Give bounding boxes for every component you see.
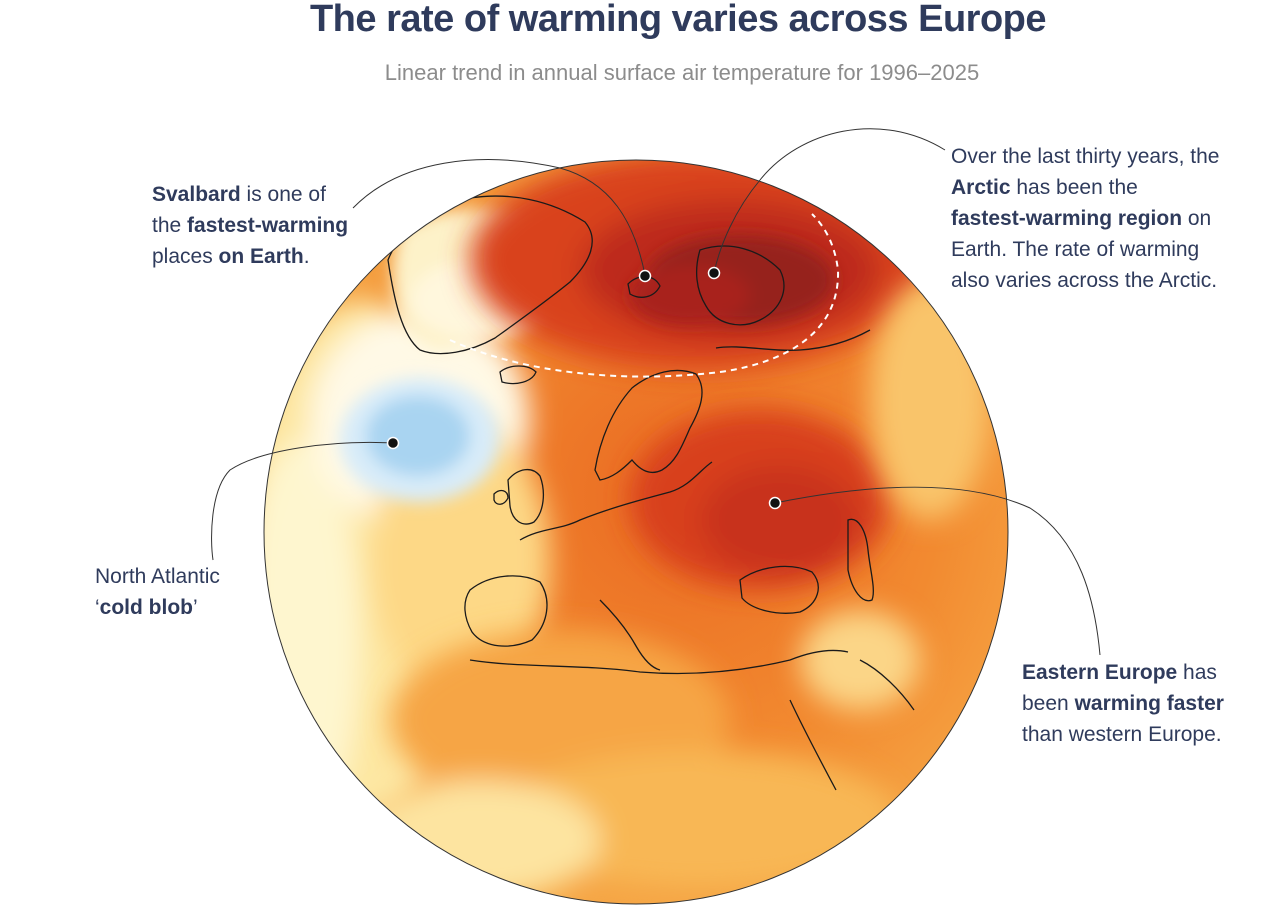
leader-svalbard: [352, 159, 646, 276]
annot-svalbard-b2: fastest-warming: [187, 214, 349, 237]
annot-eastern-b1: Eastern Europe: [1022, 661, 1178, 684]
leader-dots: [386, 266, 782, 510]
annot-svalbard-t3: places: [152, 245, 219, 268]
annot-coldblob-b1: cold blob: [99, 596, 193, 619]
annot-eastern-t2: been: [1022, 692, 1075, 715]
annot-coldblob-q1: ‘: [95, 596, 100, 619]
dot-eastern-europe: [768, 496, 782, 510]
leader-eastern-europe: [774, 486, 1101, 656]
annot-arctic-b1: Arctic: [951, 176, 1011, 199]
map-title: The rate of warming varies across Europe: [309, 0, 1047, 40]
globe-outline: [263, 159, 1009, 905]
leader-lines: [211, 128, 1101, 656]
annotation-arctic: Over the last thirty years, the Arctic h…: [951, 141, 1271, 296]
dot-cold-blob: [386, 436, 400, 450]
annot-arctic-t1: Over the last thirty years, the: [951, 145, 1220, 168]
annot-coldblob-q2: ’: [193, 596, 198, 619]
annot-coldblob-t1: North Atlantic: [95, 565, 220, 588]
annot-arctic-t4: Earth. The rate of warming: [951, 238, 1200, 261]
annotation-eastern-europe: Eastern Europe has been warming faster t…: [1022, 657, 1272, 750]
annot-arctic-t3: on: [1182, 207, 1212, 230]
dot-svalbard: [638, 269, 652, 283]
annotation-svalbard: Svalbard is one of the fastest-warming p…: [152, 179, 392, 272]
annotation-cold-blob: North Atlantic ‘cold blob’: [95, 561, 295, 623]
annot-arctic-b2: fastest-warming region: [951, 207, 1183, 230]
annot-eastern-t3: than western Europe.: [1022, 723, 1222, 746]
leader-arctic: [713, 128, 946, 274]
annot-svalbard-t4: .: [303, 245, 310, 268]
annot-eastern-t1: has: [1177, 661, 1217, 684]
annot-eastern-b2: warming faster: [1074, 692, 1224, 715]
annot-svalbard-t1: is one of: [240, 183, 326, 206]
annot-svalbard-b3: on Earth: [218, 245, 304, 268]
annot-svalbard-b1: Svalbard: [152, 183, 241, 206]
globe-surface: [264, 160, 1008, 904]
dot-arctic: [707, 266, 721, 280]
leader-cold-blob: [211, 442, 394, 561]
annot-svalbard-t2: the: [152, 214, 188, 237]
eastern-europe-warming-region: [630, 410, 890, 590]
cold-blob-region: [340, 378, 500, 502]
map-subtitle: Linear trend in annual surface air tempe…: [384, 60, 980, 85]
annot-arctic-t5: also varies across the Arctic.: [951, 269, 1218, 292]
annot-arctic-t2: has been the: [1010, 176, 1138, 199]
